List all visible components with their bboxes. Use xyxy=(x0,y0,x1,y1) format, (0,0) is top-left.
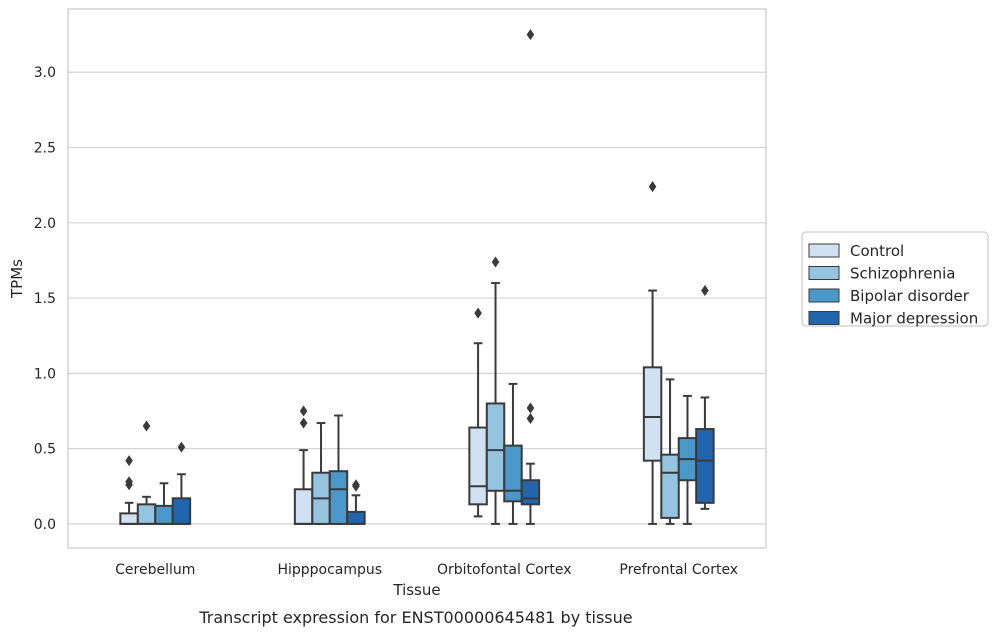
outlier-point xyxy=(125,455,133,467)
box-body xyxy=(503,444,523,503)
box-body xyxy=(171,497,192,525)
box-body xyxy=(136,503,157,525)
box-body xyxy=(154,504,174,525)
outlier-point xyxy=(125,479,133,491)
x-tick-label: Prefrontal Cortex xyxy=(619,562,738,578)
outlier-point xyxy=(526,402,535,414)
box-body xyxy=(660,453,680,519)
y-tick-label: 1.5 xyxy=(34,291,56,307)
outlier-point xyxy=(526,29,535,41)
outlier-point xyxy=(177,441,186,453)
x-axis-ticks: Cerebellum Hipppocampus Orbitofontal Corte… xyxy=(115,562,738,578)
y-axis-ticks: 0.0 0.5 1.0 1.5 2.0 2.5 3.0 xyxy=(34,65,56,533)
box-major-depression xyxy=(346,479,366,525)
legend-label: Bipolar disorder xyxy=(850,287,970,305)
legend-swatch xyxy=(808,243,840,258)
box-plot-series xyxy=(119,29,715,525)
x-axis-label: Tissue xyxy=(392,581,440,599)
outlier-point xyxy=(648,181,657,193)
box-body xyxy=(119,512,139,525)
legend-swatch xyxy=(808,266,840,280)
outlier-point xyxy=(352,480,360,492)
outlier-point xyxy=(526,413,535,425)
box-body xyxy=(520,479,541,506)
box-schizophrenia xyxy=(136,420,157,525)
x-tick-label: Hipppocampus xyxy=(277,562,382,578)
legend-swatch xyxy=(808,288,840,303)
box-schizophrenia xyxy=(311,422,331,525)
box-major-depression xyxy=(695,285,715,510)
box-body xyxy=(293,488,314,525)
y-tick-label: 3.0 xyxy=(34,65,56,81)
box-bipolar-disorder xyxy=(677,394,698,525)
box-body xyxy=(346,510,366,525)
box-body xyxy=(485,402,506,492)
box-schizophrenia xyxy=(485,256,506,525)
y-tick-label: 1.0 xyxy=(34,366,56,382)
legend-swatch xyxy=(808,311,840,325)
y-tick-label: 0.0 xyxy=(34,517,56,533)
box-body xyxy=(468,426,488,506)
plot-frame xyxy=(67,8,767,549)
box-body xyxy=(642,366,663,462)
outlier-point xyxy=(701,285,709,297)
y-tick-label: 0.5 xyxy=(34,442,56,458)
x-tick-label: Cerebellum xyxy=(115,562,195,578)
box-bipolar-disorder xyxy=(503,382,523,525)
y-tick-label: 2.0 xyxy=(34,216,56,232)
outlier-point xyxy=(299,417,308,429)
legend-frame xyxy=(801,231,989,327)
box-schizophrenia xyxy=(660,378,680,525)
box-body xyxy=(695,428,715,504)
box-major-depression xyxy=(520,29,541,525)
outlier-point xyxy=(491,256,500,268)
box-control xyxy=(119,455,139,525)
gridlines xyxy=(68,71,766,525)
legend-label: Major depression xyxy=(850,310,978,328)
legend-label: Control xyxy=(850,242,904,260)
x-tick-label: Orbitofontal Cortex xyxy=(437,562,572,578)
chart-caption: Transcript expression for ENST0000064548… xyxy=(198,608,632,627)
box-control xyxy=(468,307,488,518)
legend-label: Schizophrenia xyxy=(850,265,955,283)
box-control xyxy=(293,405,314,525)
box-body xyxy=(328,470,349,525)
box-bipolar-disorder xyxy=(154,482,174,525)
y-axis-label: TPMs xyxy=(8,259,26,299)
box-major-depression xyxy=(171,441,192,525)
outlier-point xyxy=(142,420,151,432)
outlier-point xyxy=(474,307,482,319)
y-tick-label: 2.5 xyxy=(34,141,56,157)
legend: Control Schizophrenia Bipolar disorder Majo… xyxy=(801,231,989,328)
box-bipolar-disorder xyxy=(328,414,349,525)
box-control xyxy=(642,181,663,525)
outlier-point xyxy=(299,405,308,417)
